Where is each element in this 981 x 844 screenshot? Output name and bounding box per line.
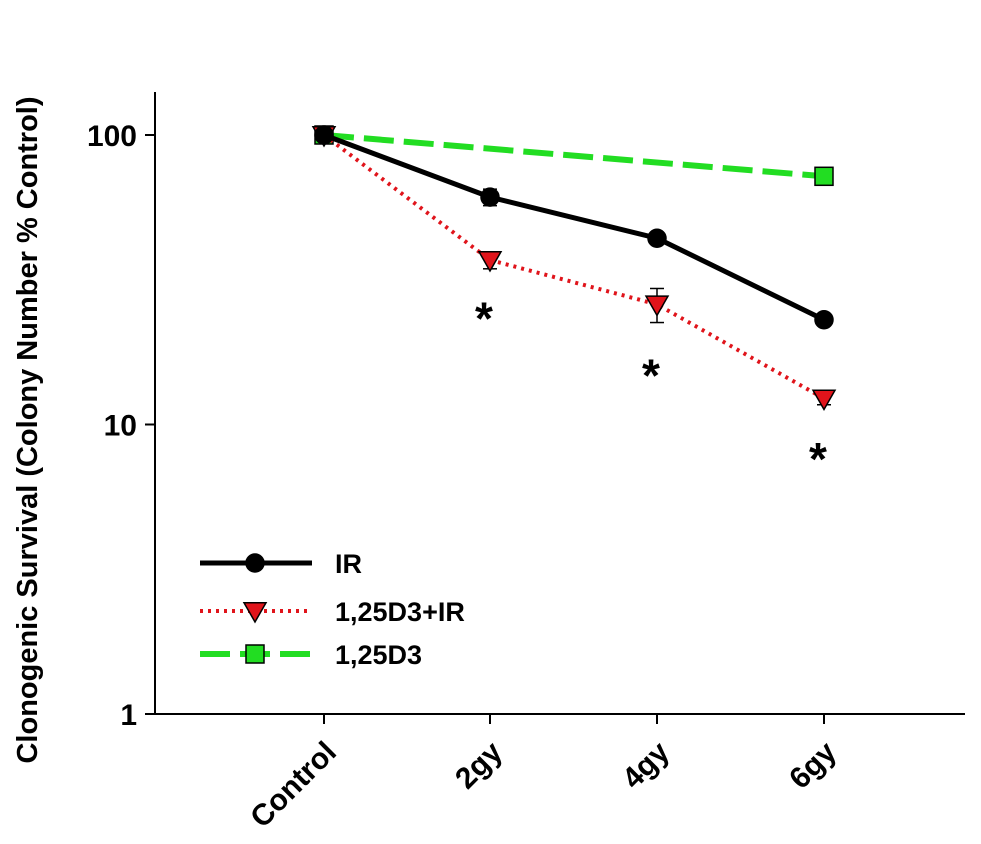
data-point xyxy=(477,251,503,273)
legend: IR 1,25D3+IR 1,25D3 xyxy=(200,549,465,670)
data-point xyxy=(644,295,670,317)
legend-entry: IR xyxy=(200,549,362,579)
series-layer xyxy=(311,125,837,411)
axes: 1 10 100 Control 2gy 4gy 6gy xyxy=(87,92,965,834)
significance-asterisk: * xyxy=(475,292,493,344)
series-2 xyxy=(314,125,834,187)
data-point xyxy=(811,389,837,411)
series-line xyxy=(323,132,825,180)
series-0 xyxy=(314,125,834,330)
legend-entry: 1,25D3 xyxy=(200,640,422,670)
data-point xyxy=(814,166,834,187)
legend-label: 1,25D3 xyxy=(335,640,422,670)
series-line xyxy=(323,132,826,323)
y-tick-label: 100 xyxy=(87,120,137,153)
legend-marker xyxy=(242,602,268,624)
legend-label: IR xyxy=(335,549,362,579)
series-line xyxy=(322,133,825,401)
legend-marker xyxy=(245,644,265,664)
series-1 xyxy=(311,126,837,411)
x-tick-label: Control xyxy=(244,736,343,835)
data-point xyxy=(814,310,834,330)
significance-asterisk: * xyxy=(809,433,827,485)
y-axis-label: Clonogenic Survival (Colony Number % Con… xyxy=(12,96,44,763)
y-tick-label: 1 xyxy=(120,699,137,732)
legend-label: 1,25D3+IR xyxy=(335,597,465,627)
data-point xyxy=(647,228,667,248)
significance-asterisk: * xyxy=(642,350,660,402)
x-tick-label: 2gy xyxy=(449,735,509,795)
data-point xyxy=(480,187,500,207)
legend-marker xyxy=(245,553,265,573)
legend-entry: 1,25D3+IR xyxy=(200,597,465,627)
data-point xyxy=(314,125,334,145)
annotation-layer: * * * xyxy=(475,292,827,485)
y-tick-label: 10 xyxy=(104,410,137,443)
x-tick-label: 6gy xyxy=(783,735,843,795)
x-tick-label: 4gy xyxy=(616,735,676,795)
